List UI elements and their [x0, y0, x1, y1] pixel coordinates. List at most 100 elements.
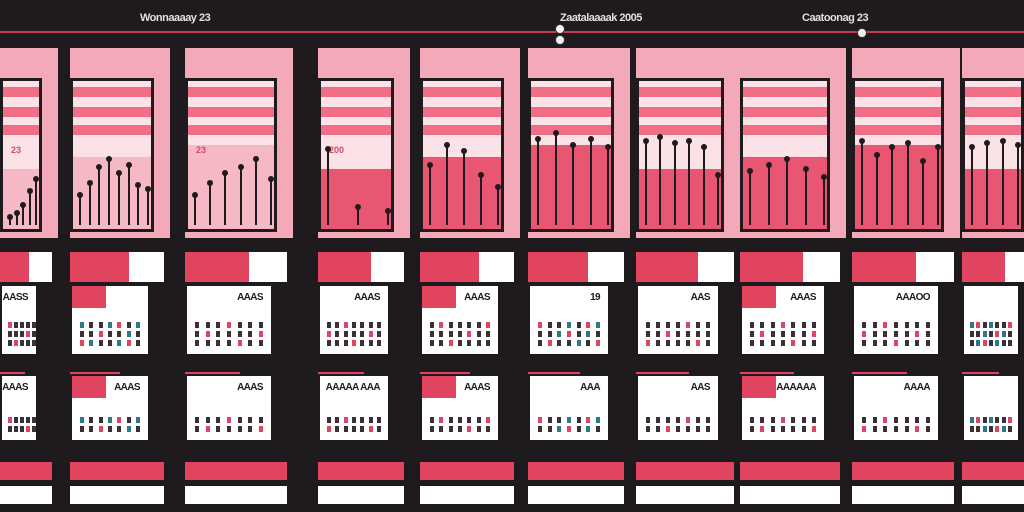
calendar-day[interactable] — [925, 417, 930, 423]
calendar-day[interactable] — [79, 331, 84, 337]
calendar-day[interactable] — [467, 426, 472, 432]
calendar-day[interactable] — [457, 417, 462, 423]
calendar-day[interactable] — [696, 322, 700, 328]
calendar-day[interactable] — [368, 426, 373, 432]
calendar-day[interactable] — [760, 426, 765, 432]
calendar-day[interactable] — [770, 417, 775, 423]
calendar-day[interactable] — [706, 340, 710, 346]
calendar-day[interactable] — [351, 340, 356, 346]
calendar-day[interactable] — [596, 331, 601, 337]
calendar-day[interactable] — [883, 340, 888, 346]
timeline-marker[interactable] — [555, 24, 565, 34]
calendar-day[interactable] — [780, 331, 785, 337]
calendar-day[interactable] — [89, 426, 94, 432]
calendar-day[interactable] — [368, 340, 373, 346]
calendar-day[interactable] — [368, 322, 373, 328]
calendar-day[interactable] — [117, 322, 122, 328]
calendar-day[interactable] — [576, 417, 581, 423]
calendar-day[interactable] — [32, 331, 36, 337]
calendar-day[interactable] — [89, 322, 94, 328]
calendar-day[interactable] — [915, 331, 920, 337]
calendar-day[interactable] — [656, 322, 660, 328]
tab-red-block[interactable] — [740, 252, 803, 282]
calendar-day[interactable] — [557, 417, 562, 423]
calendar-day[interactable] — [327, 417, 332, 423]
calendar-day[interactable] — [893, 322, 898, 328]
calendar-day[interactable] — [439, 322, 444, 328]
calendar-day[interactable] — [883, 417, 888, 423]
calendar-day[interactable] — [8, 322, 12, 328]
calendar-day[interactable] — [547, 322, 552, 328]
calendar-card[interactable]: AASS — [0, 284, 38, 356]
calendar-day[interactable] — [376, 340, 381, 346]
calendar-day[interactable] — [237, 322, 242, 328]
calendar-day[interactable] — [343, 426, 348, 432]
calendar-day[interactable] — [893, 417, 898, 423]
calendar-day[interactable] — [205, 322, 210, 328]
chart-panel[interactable] — [528, 78, 614, 232]
calendar-day[interactable] — [327, 331, 332, 337]
calendar-day[interactable] — [457, 322, 462, 328]
calendar-day[interactable] — [20, 322, 24, 328]
calendar-day[interactable] — [995, 331, 1000, 337]
calendar-day[interactable] — [351, 322, 356, 328]
calendar-day[interactable] — [448, 322, 453, 328]
calendar-day[interactable] — [646, 331, 650, 337]
timeline-marker[interactable] — [857, 28, 867, 38]
calendar-day[interactable] — [656, 331, 660, 337]
calendar-day[interactable] — [995, 322, 1000, 328]
calendar-day[interactable] — [216, 322, 221, 328]
calendar-card[interactable]: AAAS — [185, 284, 273, 356]
calendar-day[interactable] — [368, 417, 373, 423]
calendar-day[interactable] — [107, 322, 112, 328]
calendar-day[interactable] — [811, 340, 816, 346]
chart-panel[interactable]: 200 — [318, 78, 394, 232]
calendar-day[interactable] — [448, 426, 453, 432]
calendar-day[interactable] — [915, 322, 920, 328]
calendar-day[interactable] — [576, 426, 581, 432]
calendar-day[interactable] — [258, 417, 263, 423]
calendar-day[interactable] — [360, 331, 365, 337]
calendar-day[interactable] — [576, 331, 581, 337]
calendar-day[interactable] — [226, 426, 231, 432]
calendar-day[interactable] — [537, 340, 542, 346]
calendar-day[interactable] — [8, 340, 12, 346]
calendar-day[interactable] — [566, 322, 571, 328]
calendar-day[interactable] — [801, 322, 806, 328]
calendar-day[interactable] — [893, 340, 898, 346]
calendar-day[interactable] — [706, 322, 710, 328]
calendar-day[interactable] — [439, 340, 444, 346]
calendar-card[interactable] — [70, 284, 150, 356]
calendar-day[interactable] — [107, 417, 112, 423]
calendar-day[interactable] — [486, 340, 491, 346]
calendar-day[interactable] — [195, 426, 200, 432]
calendar-day[interactable] — [457, 426, 462, 432]
calendar-day[interactable] — [988, 417, 993, 423]
calendar-day[interactable] — [429, 417, 434, 423]
calendar-day[interactable] — [646, 322, 650, 328]
tab-red-block[interactable] — [528, 252, 588, 282]
calendar-day[interactable] — [862, 331, 867, 337]
calendar-day[interactable] — [586, 322, 591, 328]
calendar-day[interactable] — [666, 417, 670, 423]
calendar-day[interactable] — [195, 331, 200, 337]
calendar-day[interactable] — [656, 426, 660, 432]
calendar-day[interactable] — [1001, 322, 1006, 328]
calendar-day[interactable] — [486, 426, 491, 432]
calendar-day[interactable] — [126, 417, 131, 423]
calendar-day[interactable] — [576, 322, 581, 328]
calendar-card[interactable]: 19 — [528, 284, 610, 356]
calendar-day[interactable] — [883, 331, 888, 337]
calendar-day[interactable] — [258, 331, 263, 337]
calendar-day[interactable] — [537, 331, 542, 337]
tab-red-block[interactable] — [852, 252, 916, 282]
calendar-day[interactable] — [79, 322, 84, 328]
calendar-day[interactable] — [79, 417, 84, 423]
calendar-day[interactable] — [801, 331, 806, 337]
chart-panel[interactable] — [636, 78, 724, 232]
calendar-day[interactable] — [586, 417, 591, 423]
calendar-day[interactable] — [20, 340, 24, 346]
tab-red-block[interactable] — [420, 252, 479, 282]
calendar-day[interactable] — [883, 426, 888, 432]
calendar-card[interactable] — [962, 284, 1020, 356]
